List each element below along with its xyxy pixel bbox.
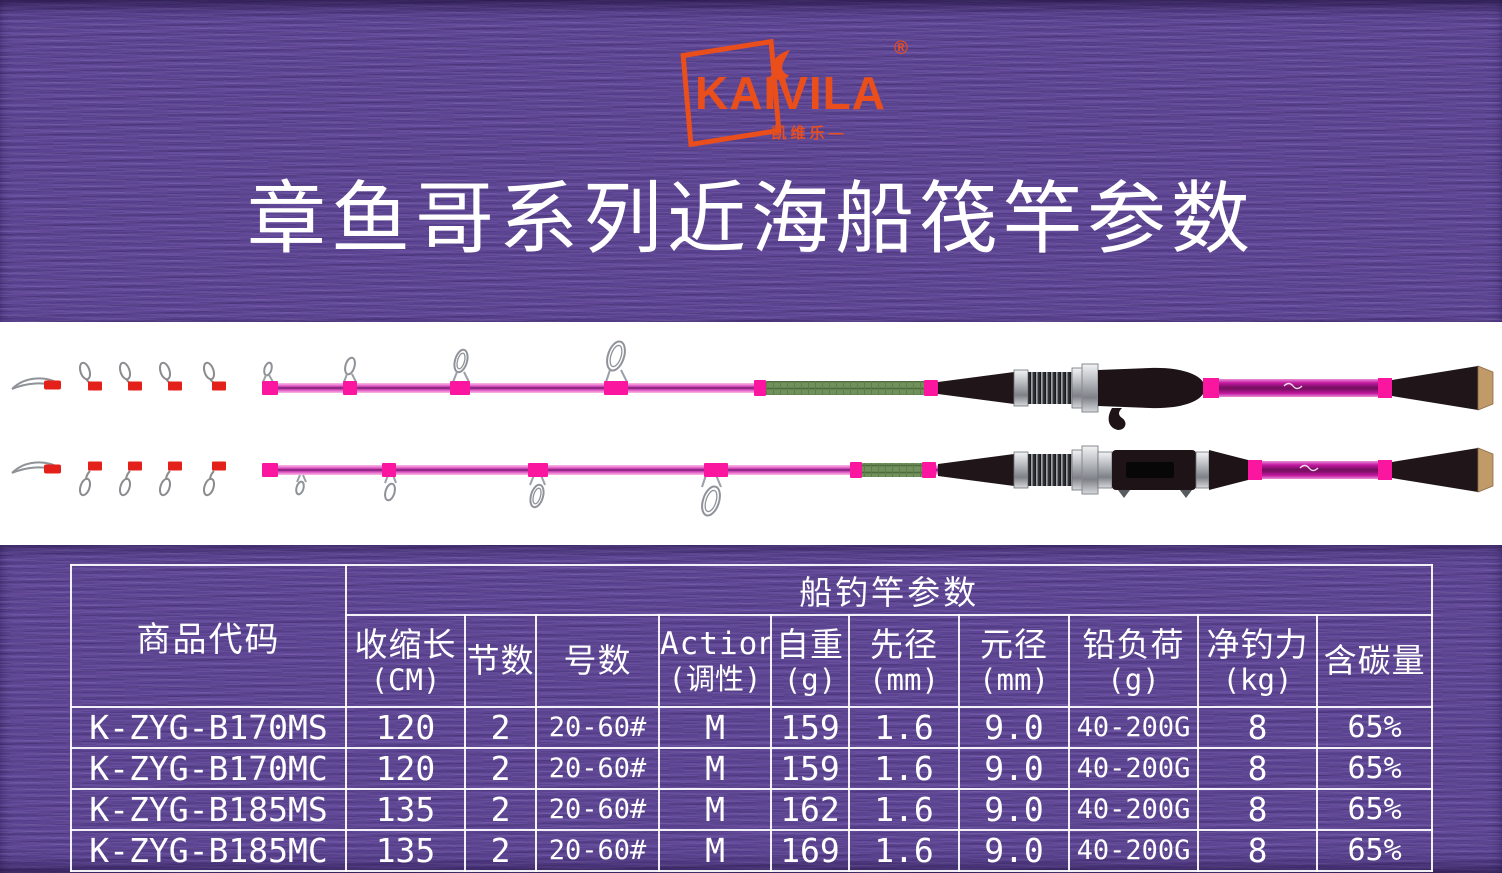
rod-top-butt xyxy=(1392,365,1494,411)
cell-closed-length: 120 xyxy=(345,747,466,790)
rod-bottom-reel-seat xyxy=(1097,450,1248,498)
brand-chinese-name: —凯维乐— xyxy=(752,125,848,142)
rod-bottom-grip-wrap xyxy=(862,463,922,477)
rod-top-handle xyxy=(938,363,1203,430)
table-group-header: 船钓竿参数 xyxy=(344,564,1434,616)
cell-tip-diameter: 1.6 xyxy=(848,829,960,872)
col-header-butt-diameter: 元径 (mm) xyxy=(958,614,1070,708)
cell-sections: 2 xyxy=(464,788,537,831)
rod-top-tip-piece xyxy=(11,377,61,390)
col-header-carbon-content: 含碳量 xyxy=(1315,614,1434,708)
cell-lead-load: 40-200G xyxy=(1068,829,1199,872)
rod-bottom-blank xyxy=(262,465,942,475)
rod-top-reel-seat xyxy=(1098,367,1203,409)
cell-size-number: 20-60# xyxy=(535,788,660,831)
cell-tip-diameter: 1.6 xyxy=(848,747,960,790)
col-header-closed-length: 收缩长 (CM) xyxy=(345,614,466,708)
rod-bottom-tip-piece xyxy=(11,461,61,474)
cell-product-code: K-ZYG-B185MC xyxy=(70,829,347,872)
rod-top-wraps xyxy=(262,380,938,396)
col-header-lead-load: 铅负荷 (g) xyxy=(1068,614,1199,708)
cell-butt-diameter: 9.0 xyxy=(958,747,1070,790)
cell-carbon-content: 65% xyxy=(1315,706,1434,749)
cell-butt-diameter: 9.0 xyxy=(958,706,1070,749)
cell-action: M xyxy=(658,788,772,831)
rod-bottom-rear-section xyxy=(1248,460,1392,480)
cell-lead-load: 40-200G xyxy=(1068,788,1199,831)
rod-top-loose-guides xyxy=(78,361,226,391)
cell-action: M xyxy=(658,829,772,872)
cell-carbon-content: 65% xyxy=(1315,829,1434,872)
cell-net-fishing-power: 8 xyxy=(1197,788,1318,831)
cell-carbon-content: 65% xyxy=(1315,788,1434,831)
rod-top-blank xyxy=(262,383,942,393)
col-header-action: Action (调性) xyxy=(658,614,772,708)
cell-tip-diameter: 1.6 xyxy=(848,788,960,831)
cell-size-number: 20-60# xyxy=(535,829,660,872)
spec-table: 商品代码 船钓竿参数 收缩长 (CM) 节数 号数 Action (调性) 自重 (g… xyxy=(70,564,1434,872)
col-header-net-fishing-power: 净钓力 (kg) xyxy=(1197,614,1318,708)
table-row: K-ZYG-B170MC 120 2 20-60# M 159 1.6 9.0 … xyxy=(70,747,1434,790)
fish-icon xyxy=(768,50,790,85)
table-column-header-row: 收缩长 (CM) 节数 号数 Action (调性) 自重 (g) 先径 (mm) 元径… xyxy=(71,614,1434,708)
rod-top xyxy=(11,340,1494,430)
rod-showcase xyxy=(0,322,1502,545)
cell-size-number: 20-60# xyxy=(535,706,660,749)
cell-action: M xyxy=(658,747,772,790)
cell-tip-diameter: 1.6 xyxy=(848,706,960,749)
rod-bottom-handle xyxy=(938,445,1248,498)
rod-top-trigger xyxy=(1108,408,1126,430)
cell-action: M xyxy=(658,706,772,749)
rod-bottom-butt xyxy=(1392,447,1494,493)
cell-lead-load: 40-200G xyxy=(1068,706,1199,749)
rod-bottom-wraps xyxy=(262,462,936,478)
table-group-header-row: 商品代码 船钓竿参数 xyxy=(70,564,1434,708)
cell-net-fishing-power: 8 xyxy=(1197,829,1318,872)
brand-name: KAIVILA xyxy=(695,67,886,119)
col-header-weight: 自重 (g) xyxy=(770,614,850,708)
rod-bottom-guides xyxy=(295,474,722,517)
cell-sections: 2 xyxy=(464,706,537,749)
cell-net-fishing-power: 8 xyxy=(1197,747,1318,790)
registered-trademark: ® xyxy=(894,38,908,59)
cell-weight: 162 xyxy=(770,788,850,831)
top-banner: KAIVILA ® —凯维乐— 章鱼哥系列近海船筏竿参数 xyxy=(0,0,1502,322)
cell-carbon-content: 65% xyxy=(1315,747,1434,790)
rod-top-rear-section xyxy=(1203,378,1392,398)
cell-net-fishing-power: 8 xyxy=(1197,706,1318,749)
brand-logo: KAIVILA ® —凯维乐— xyxy=(678,36,922,148)
cell-weight: 159 xyxy=(770,747,850,790)
cell-closed-length: 135 xyxy=(345,788,466,831)
cell-product-code: K-ZYG-B185MS xyxy=(70,788,347,831)
rods-illustration xyxy=(11,340,1494,517)
cell-weight: 169 xyxy=(770,829,850,872)
col-header-sections: 节数 xyxy=(464,614,537,708)
rod-bottom-loose-guides xyxy=(78,461,226,497)
cell-sections: 2 xyxy=(464,829,537,872)
rod-bottom xyxy=(11,445,1494,517)
rod-top-guides xyxy=(262,340,628,383)
cell-size-number: 20-60# xyxy=(535,747,660,790)
cell-closed-length: 135 xyxy=(345,829,466,872)
cell-product-code: K-ZYG-B170MS xyxy=(70,706,347,749)
cell-butt-diameter: 9.0 xyxy=(958,829,1070,872)
page-title: 章鱼哥系列近海船筏竿参数 xyxy=(247,174,1255,263)
cell-product-code: K-ZYG-B170MC xyxy=(70,747,347,790)
table-row: K-ZYG-B170MS 120 2 20-60# M 159 1.6 9.0 … xyxy=(70,706,1434,749)
cell-closed-length: 120 xyxy=(345,706,466,749)
cell-weight: 159 xyxy=(770,706,850,749)
cell-butt-diameter: 9.0 xyxy=(958,788,1070,831)
cell-lead-load: 40-200G xyxy=(1068,747,1199,790)
col-header-size-number: 号数 xyxy=(535,614,660,708)
col-header-product-code: 商品代码 xyxy=(70,564,347,708)
table-row: K-ZYG-B185MC 135 2 20-60# M 169 1.6 9.0 … xyxy=(70,829,1434,872)
table-row: K-ZYG-B185MS 135 2 20-60# M 162 1.6 9.0 … xyxy=(70,788,1434,831)
cell-sections: 2 xyxy=(464,747,537,790)
col-header-tip-diameter: 先径 (mm) xyxy=(848,614,960,708)
rod-top-grip-wrap xyxy=(766,381,924,395)
